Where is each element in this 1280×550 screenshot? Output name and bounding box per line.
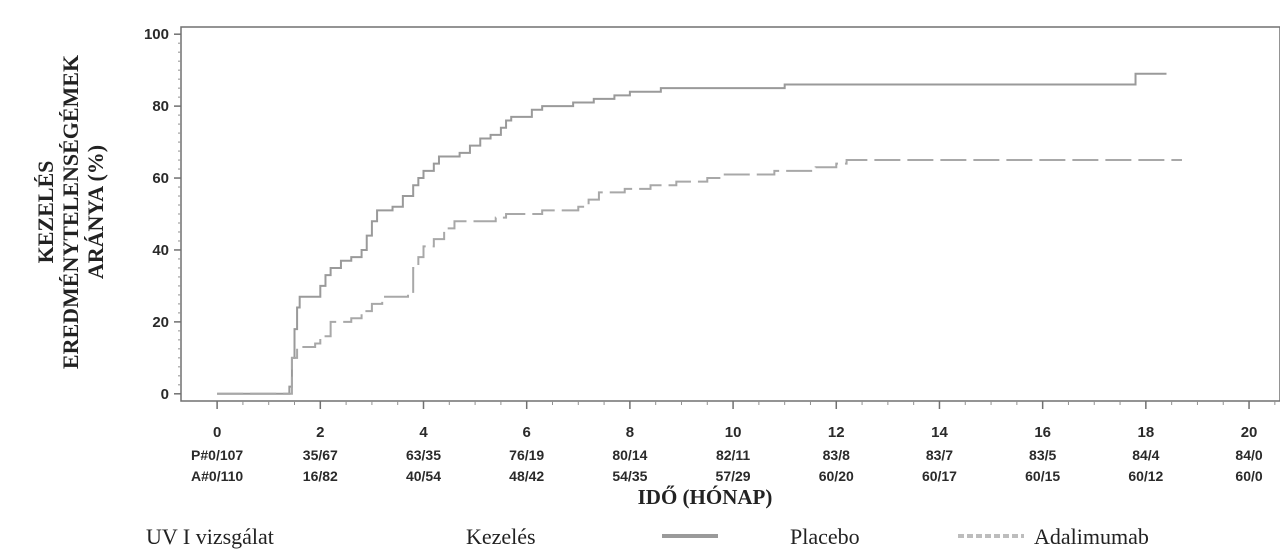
plot-frame [180,26,1280,402]
risk-p-6: 76/19 [509,447,544,463]
x-tick-label-0: 0 [213,424,221,441]
risk-a-16: 60/15 [1025,468,1060,484]
risk-p-4: 63/35 [406,447,441,463]
risk-p-0: P#0/107 [191,447,243,463]
x-tick-label-2: 2 [316,424,324,441]
series-placebo-line [217,72,1167,395]
y-tick-label-100: 100 [144,26,169,43]
legend-placebo-label: Placebo [790,524,860,549]
y-tick-label-40: 40 [152,242,169,259]
x-tick-label-10: 10 [725,424,742,441]
risk-p-8: 80/14 [612,447,647,463]
risk-a-0: A#0/110 [191,468,243,484]
x-axis-title: IDŐ (HÓNAP) [638,485,773,509]
x-tick-label-6: 6 [523,424,531,441]
y-tick-label-20: 20 [152,314,169,331]
x-tick-label-8: 8 [626,424,634,441]
risk-a-18: 60/12 [1128,468,1163,484]
legend-adalimumab-label: Adalimumab [1034,524,1149,549]
risk-a-8: 54/35 [612,468,647,484]
risk-p-18: 84/4 [1132,447,1159,463]
y-axis-title-line-1: KEZELÉS [33,161,58,264]
y-tick-label-80: 80 [152,98,169,115]
legend-header: Kezelés [466,524,536,549]
risk-table: P#0/107 35/67 63/35 76/19 80/14 82/11 83/8 83/7… [191,447,1263,484]
series-layer [217,72,1182,395]
legend: UV I vizsgálat Kezelés Placebo Adalimuma… [146,524,1149,549]
x-tick-label-12: 12 [828,424,845,441]
y-axis-title-line-3: ARÁNYA (%) [83,145,108,279]
legend-study-label: UV I vizsgálat [146,524,274,549]
y-axis-title: KEZELÉS EREDMÉNYTELENSÉGÉMEK ARÁNYA (%) [33,55,108,369]
risk-a-2: 16/82 [303,468,338,484]
risk-a-12: 60/20 [819,468,854,484]
y-tick-label-0: 0 [161,386,169,403]
x-tick-label-18: 18 [1138,424,1155,441]
risk-p-20: 84/0 [1235,447,1262,463]
x-tick-label-4: 4 [419,424,428,441]
risk-a-14: 60/17 [922,468,957,484]
risk-p-14: 83/7 [926,447,953,463]
x-tick-label-14: 14 [931,424,948,441]
x-tick-label-20: 20 [1241,424,1258,441]
risk-p-2: 35/67 [303,447,338,463]
risk-a-4: 40/54 [406,468,441,484]
risk-p-12: 83/8 [823,447,850,463]
risk-a-10: 57/29 [716,468,751,484]
x-tick-label-16: 16 [1034,424,1051,441]
x-axis: 0 2 4 6 8 10 12 14 16 18 20 [213,401,1276,441]
risk-a-20: 60/0 [1235,468,1262,484]
y-axis: 0 20 40 60 80 100 [144,26,181,403]
series-adalimumab-line [217,159,1182,395]
y-tick-label-60: 60 [152,170,169,187]
risk-a-6: 48/42 [509,468,544,484]
risk-p-10: 82/11 [716,447,750,463]
y-axis-title-line-2: EREDMÉNYTELENSÉGÉMEK [58,55,83,369]
risk-p-16: 83/5 [1029,447,1056,463]
